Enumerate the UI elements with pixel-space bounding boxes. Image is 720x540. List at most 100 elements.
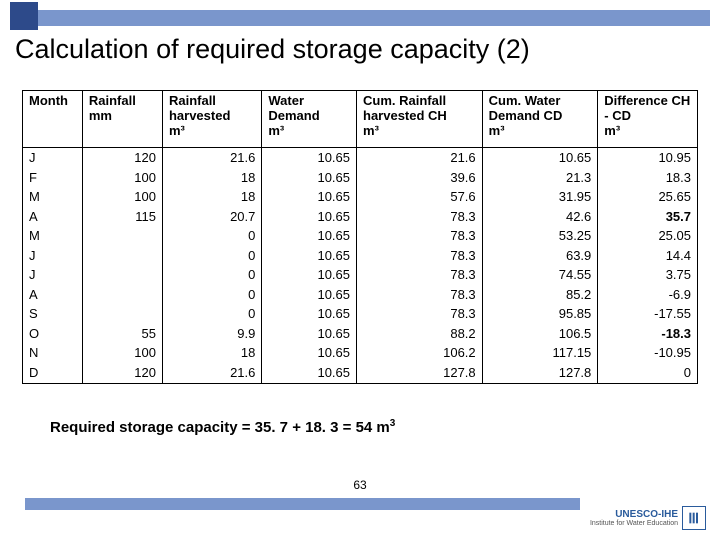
- th-harvested: Rainfall harvested m³: [162, 91, 261, 148]
- cell: F: [23, 168, 83, 188]
- cell: 10.65: [262, 148, 357, 168]
- cell: 39.6: [357, 168, 483, 188]
- table-row: J12021.610.6521.610.6510.95: [23, 148, 698, 168]
- storage-table: Month Rainfall mm Rainfall harvested m³ …: [22, 90, 698, 384]
- table-body: J12021.610.6521.610.6510.95F1001810.6539…: [23, 148, 698, 384]
- table-row: M1001810.6557.631.9525.65: [23, 187, 698, 207]
- cell: 127.8: [357, 363, 483, 383]
- cell: 100: [82, 187, 162, 207]
- table-row: J010.6578.363.914.4: [23, 246, 698, 266]
- cell: 42.6: [482, 207, 598, 227]
- logo-main: UNESCO-IHE: [590, 510, 678, 520]
- cell: [82, 265, 162, 285]
- cell: 120: [82, 148, 162, 168]
- cell: 10.65: [262, 207, 357, 227]
- th-cum-harvested: Cum. Rainfall harvested CH m³: [357, 91, 483, 148]
- cell: 20.7: [162, 207, 261, 227]
- cell: 78.3: [357, 285, 483, 305]
- page-number: 63: [0, 478, 720, 492]
- cell: -18.3: [598, 324, 698, 344]
- cell: 9.9: [162, 324, 261, 344]
- cell: 25.65: [598, 187, 698, 207]
- cell: A: [23, 285, 83, 305]
- table-row: O559.910.6588.2106.5-18.3: [23, 324, 698, 344]
- cell: 53.25: [482, 226, 598, 246]
- cell: 10.65: [262, 343, 357, 363]
- cell: [82, 304, 162, 324]
- table-row: M010.6578.353.2525.05: [23, 226, 698, 246]
- cell: 0: [162, 285, 261, 305]
- cell: 0: [162, 265, 261, 285]
- cell: D: [23, 363, 83, 383]
- cell: 10.65: [262, 168, 357, 188]
- table-row: J010.6578.374.553.75: [23, 265, 698, 285]
- cell: 117.15: [482, 343, 598, 363]
- cell: 21.6: [357, 148, 483, 168]
- data-table-wrap: Month Rainfall mm Rainfall harvested m³ …: [22, 90, 698, 384]
- cell: 10.65: [482, 148, 598, 168]
- cell: 100: [82, 168, 162, 188]
- cell: 10.95: [598, 148, 698, 168]
- cell: 10.65: [262, 363, 357, 383]
- cell: -10.95: [598, 343, 698, 363]
- cell: 25.05: [598, 226, 698, 246]
- cell: M: [23, 187, 83, 207]
- cell: 18: [162, 187, 261, 207]
- cell: 18.3: [598, 168, 698, 188]
- cell: 74.55: [482, 265, 598, 285]
- header-square: [10, 2, 38, 30]
- cell: 21.3: [482, 168, 598, 188]
- header-bar: [25, 10, 710, 26]
- cell: 10.65: [262, 285, 357, 305]
- cell: 10.65: [262, 187, 357, 207]
- cell: J: [23, 246, 83, 266]
- cell: 21.6: [162, 148, 261, 168]
- cell: 78.3: [357, 304, 483, 324]
- cell: M: [23, 226, 83, 246]
- cell: 10.65: [262, 246, 357, 266]
- cell: 0: [162, 226, 261, 246]
- cell: 115: [82, 207, 162, 227]
- cell: [82, 246, 162, 266]
- table-row: A 010.6578.385.2-6.9: [23, 285, 698, 305]
- cell: -17.55: [598, 304, 698, 324]
- cell: 78.3: [357, 246, 483, 266]
- cell: 31.95: [482, 187, 598, 207]
- cell: 10.65: [262, 265, 357, 285]
- cell: 88.2: [357, 324, 483, 344]
- th-month: Month: [23, 91, 83, 148]
- cell: [82, 226, 162, 246]
- cell: -6.9: [598, 285, 698, 305]
- table-row: F1001810.6539.621.318.3: [23, 168, 698, 188]
- cell: 57.6: [357, 187, 483, 207]
- footer-bar: [25, 498, 580, 510]
- cell: 120: [82, 363, 162, 383]
- cell: N: [23, 343, 83, 363]
- cell: 18: [162, 168, 261, 188]
- cell: 85.2: [482, 285, 598, 305]
- th-demand: Water Demand m³: [262, 91, 357, 148]
- cell: S: [23, 304, 83, 324]
- cell: 100: [82, 343, 162, 363]
- footnote: Required storage capacity = 35. 7 + 18. …: [50, 418, 395, 436]
- cell: [82, 285, 162, 305]
- cell: 35.7: [598, 207, 698, 227]
- cell: 95.85: [482, 304, 598, 324]
- cell: 78.3: [357, 207, 483, 227]
- cell: 0: [162, 304, 261, 324]
- table-row: S 010.6578.395.85-17.55: [23, 304, 698, 324]
- cell: 78.3: [357, 265, 483, 285]
- footer-logo: UNESCO-IHE Institute for Water Education: [590, 506, 706, 530]
- table-row: D12021.610.65127.8127.80: [23, 363, 698, 383]
- cell: J: [23, 148, 83, 168]
- table-row: A11520.710.6578.342.635.7: [23, 207, 698, 227]
- th-cum-demand: Cum. Water Demand CD m³: [482, 91, 598, 148]
- cell: 0: [162, 246, 261, 266]
- cell: 14.4: [598, 246, 698, 266]
- cell: 10.65: [262, 304, 357, 324]
- cell: A: [23, 207, 83, 227]
- page-title: Calculation of required storage capacity…: [15, 34, 530, 65]
- cell: O: [23, 324, 83, 344]
- logo-sub: Institute for Water Education: [590, 520, 678, 527]
- th-rainfall: Rainfall mm: [82, 91, 162, 148]
